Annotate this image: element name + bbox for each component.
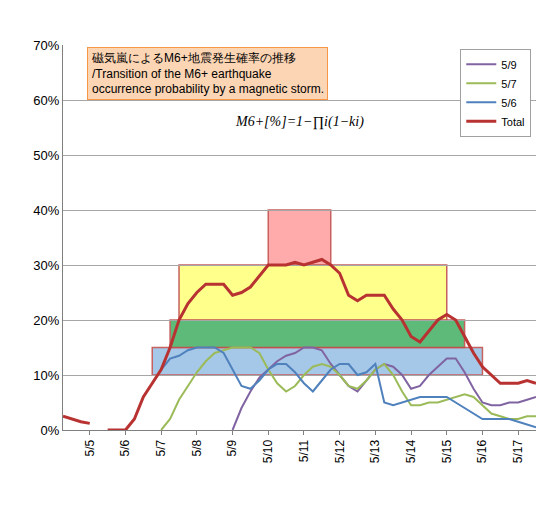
svg-text:5/13: 5/13 bbox=[368, 439, 382, 463]
svg-text:30%: 30% bbox=[33, 258, 59, 273]
svg-text:0%: 0% bbox=[41, 423, 60, 438]
svg-text:5/6: 5/6 bbox=[118, 439, 132, 456]
svg-text:5/12: 5/12 bbox=[333, 439, 347, 463]
svg-text:5/15: 5/15 bbox=[440, 439, 454, 463]
svg-text:70%: 70% bbox=[33, 38, 59, 53]
svg-text:60%: 60% bbox=[33, 93, 59, 108]
svg-text:5/9: 5/9 bbox=[225, 439, 239, 456]
svg-text:5/5: 5/5 bbox=[83, 439, 97, 456]
svg-text:5/7: 5/7 bbox=[501, 78, 516, 90]
svg-text:5/16: 5/16 bbox=[475, 439, 489, 463]
svg-text:5/10: 5/10 bbox=[261, 439, 275, 463]
svg-text:5/7: 5/7 bbox=[154, 439, 168, 456]
svg-text:Total: Total bbox=[501, 116, 524, 128]
svg-text:10%: 10% bbox=[33, 368, 59, 383]
svg-text:5/11: 5/11 bbox=[297, 439, 311, 462]
svg-text:5/17: 5/17 bbox=[511, 439, 525, 463]
svg-text:50%: 50% bbox=[33, 148, 59, 163]
svg-text:20%: 20% bbox=[33, 313, 59, 328]
svg-text:40%: 40% bbox=[33, 203, 59, 218]
svg-text:磁気嵐によるM6+地震発生確率の推移/Transition: 磁気嵐によるM6+地震発生確率の推移/Transition of the M6+… bbox=[91, 51, 324, 96]
svg-text:M6+[%]=1−∏i(1−ki): M6+[%]=1−∏i(1−ki) bbox=[235, 114, 364, 130]
svg-text:5/14: 5/14 bbox=[404, 439, 418, 463]
svg-text:5/8: 5/8 bbox=[190, 439, 204, 456]
svg-text:5/6: 5/6 bbox=[501, 97, 516, 109]
svg-text:5/9: 5/9 bbox=[501, 59, 516, 71]
